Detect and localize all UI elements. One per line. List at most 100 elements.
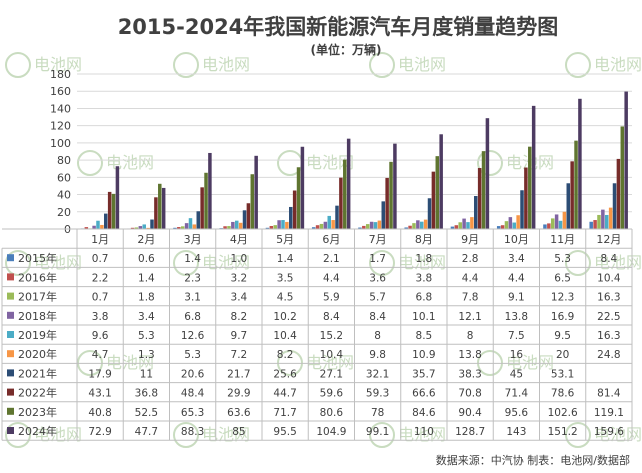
table-cell: 32.1 xyxy=(366,368,389,380)
bar xyxy=(562,211,567,229)
table-cell: 10.1 xyxy=(412,311,435,323)
table-cell: 71.4 xyxy=(505,388,529,400)
legend-swatch xyxy=(7,311,14,319)
bar xyxy=(84,227,89,229)
bar xyxy=(150,219,154,229)
table-cell: 95.6 xyxy=(505,407,529,419)
legend-swatch xyxy=(7,331,14,338)
table-cell: 7.8 xyxy=(462,292,479,304)
bar xyxy=(300,146,305,229)
table-cell: 9.6 xyxy=(92,330,109,342)
watermark-text: 电池网 xyxy=(106,353,154,372)
bar xyxy=(419,221,424,229)
bar xyxy=(92,225,96,229)
table-cell: 1.8 xyxy=(138,292,155,304)
bar xyxy=(111,193,116,229)
table-cell: 52.5 xyxy=(135,407,158,419)
bar xyxy=(416,220,420,229)
bar xyxy=(346,138,351,229)
bar xyxy=(265,227,270,229)
bar xyxy=(285,221,289,229)
bar xyxy=(474,196,478,229)
bar xyxy=(608,207,613,229)
table-cell: 2.1 xyxy=(323,253,340,265)
bar xyxy=(292,190,297,229)
watermark-mark: 电池网 xyxy=(565,422,642,448)
bar xyxy=(578,98,582,229)
bar xyxy=(624,91,628,229)
table-cell: 8.4 xyxy=(369,311,386,323)
watermark-logo-icon xyxy=(173,250,199,276)
bar xyxy=(412,223,416,229)
watermark-logo-icon xyxy=(5,250,31,276)
table-cell: 38.3 xyxy=(458,368,481,380)
y-tick-label: 140 xyxy=(50,102,71,115)
table-cell: 12.1 xyxy=(458,311,481,323)
watermark-logo-icon xyxy=(173,422,199,448)
bar xyxy=(381,201,386,229)
y-axis-ticks: 020406080100120140160180 xyxy=(50,68,71,236)
watermark-logo-icon xyxy=(565,250,591,276)
bar xyxy=(323,221,328,229)
table-cell: 0.7 xyxy=(92,253,109,265)
watermark-text: 电池网 xyxy=(202,55,250,74)
watermark-text: 电池网 xyxy=(398,55,446,74)
table-cell: 81.4 xyxy=(597,388,621,400)
watermark-logo-icon xyxy=(477,150,503,176)
chart-subtitle: (单位：万辆) xyxy=(311,42,382,57)
bar xyxy=(404,227,408,229)
x-category-label: 10月 xyxy=(504,233,529,246)
table-cell: 4.5 xyxy=(277,292,294,304)
table-cell: 143 xyxy=(506,426,526,438)
bar xyxy=(550,218,555,229)
table-cell: 13.8 xyxy=(505,311,528,323)
table-cell: 10.2 xyxy=(273,311,296,323)
bar xyxy=(204,172,208,229)
bar xyxy=(431,171,436,229)
table-cell: 1.3 xyxy=(138,349,155,361)
table-cell: 5.9 xyxy=(323,292,340,304)
table-cell: 110 xyxy=(414,426,434,438)
table-cell: 48.4 xyxy=(181,388,205,400)
legend-label: 2018年 xyxy=(18,309,57,323)
table-cell: 13.8 xyxy=(458,349,481,361)
table-cell: 4.7 xyxy=(92,349,109,361)
watermark-logo-icon xyxy=(565,52,591,78)
legend-label: 2017年 xyxy=(18,290,57,304)
table-cell: 63.6 xyxy=(227,407,251,419)
bar xyxy=(188,218,193,229)
bar xyxy=(130,227,135,229)
table-cell: 27.1 xyxy=(320,368,343,380)
table-cell: 47.7 xyxy=(135,426,158,438)
table-cell: 5.3 xyxy=(138,330,155,342)
table-cell: 1.0 xyxy=(231,253,248,265)
bar xyxy=(100,224,104,229)
table-cell: 4.4 xyxy=(508,272,525,284)
table-cell: 78 xyxy=(371,407,384,419)
table-cell: 8.4 xyxy=(601,253,618,265)
x-category-label: 2月 xyxy=(137,233,155,246)
bar xyxy=(427,198,432,229)
bar xyxy=(543,224,547,229)
watermark-text: 电池网 xyxy=(34,55,82,74)
y-tick-label: 20 xyxy=(57,206,71,219)
table-cell: 7.2 xyxy=(231,349,248,361)
legend-swatch xyxy=(7,407,14,415)
legend-swatch xyxy=(7,369,14,377)
table-cell: 9.8 xyxy=(369,349,386,361)
bar xyxy=(423,219,428,229)
legend-swatch xyxy=(7,350,14,358)
bar xyxy=(311,227,316,229)
table-cell: 6.8 xyxy=(184,311,201,323)
legend-label: 2020年 xyxy=(18,347,57,361)
bar xyxy=(508,217,513,229)
table-cell: 59.6 xyxy=(320,388,344,400)
bar xyxy=(277,220,281,229)
bars xyxy=(80,91,628,230)
table-cell: 1.4 xyxy=(277,253,294,265)
table-cell: 6.8 xyxy=(416,292,433,304)
watermark-logo-icon xyxy=(565,422,591,448)
legend-label: 2022年 xyxy=(18,386,57,400)
bar xyxy=(104,213,108,229)
table-cell: 20 xyxy=(556,349,569,361)
